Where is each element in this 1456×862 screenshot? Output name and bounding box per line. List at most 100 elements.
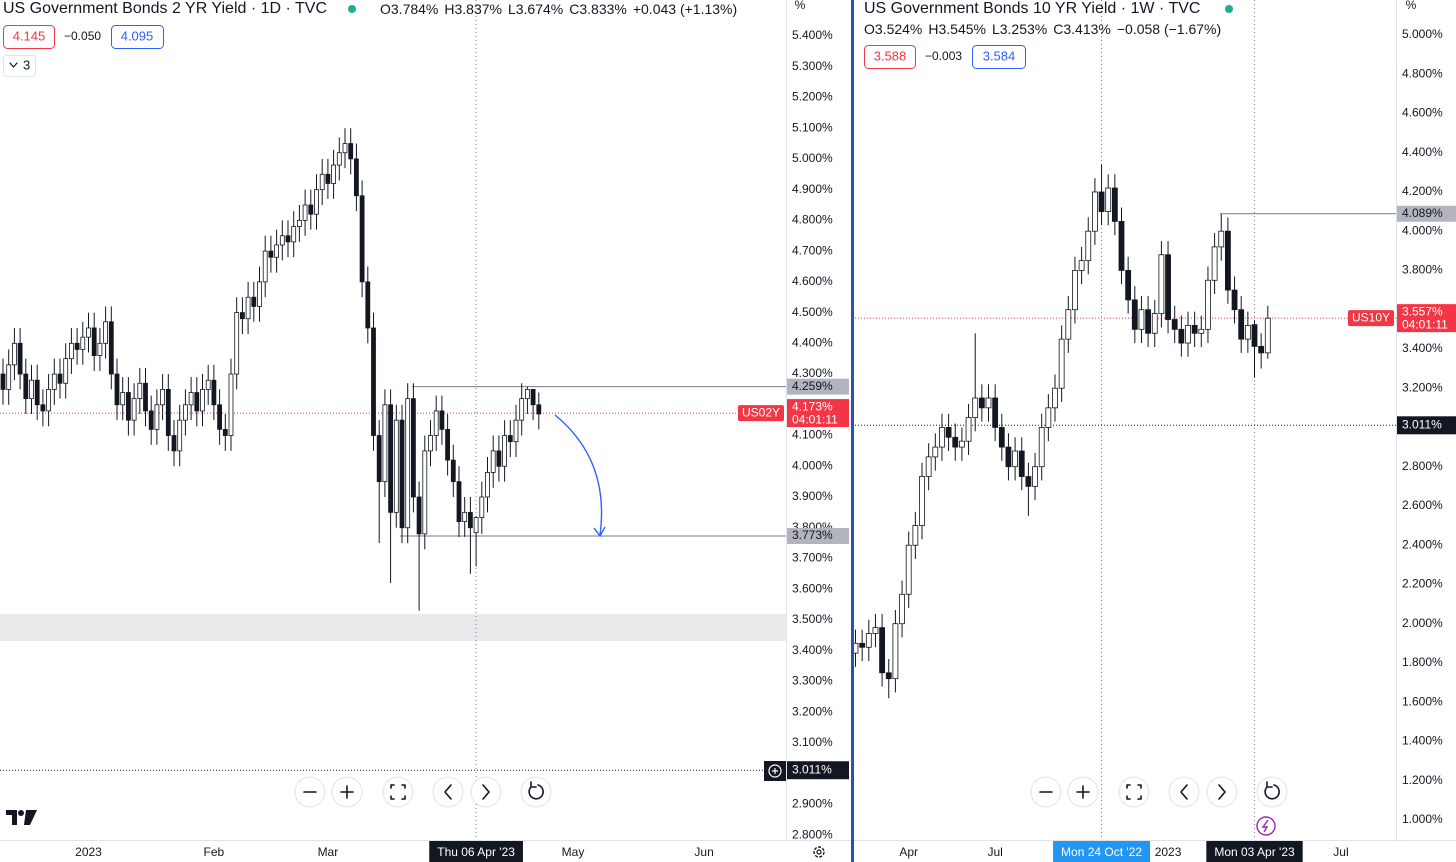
price-line-label: 4.259%	[792, 379, 833, 393]
scroll-right-button[interactable]	[1206, 776, 1238, 808]
candle-body	[114, 373, 120, 406]
candle-body	[1078, 260, 1085, 271]
candle-body	[143, 382, 148, 412]
candle-body	[348, 143, 354, 160]
ohlc-value: L3.674%	[508, 1, 563, 17]
last-price-box	[1397, 304, 1456, 333]
scroll-right-button[interactable]	[470, 776, 502, 808]
candle-body	[57, 373, 63, 384]
add-alert-button[interactable]	[764, 761, 786, 781]
x-tick-label: Thu 06 Apr '23	[437, 845, 515, 859]
candle-body	[11, 342, 17, 366]
crosshair-price-box	[1397, 416, 1456, 435]
lightning-button[interactable]	[1256, 816, 1276, 836]
reset-button[interactable]	[520, 776, 552, 808]
candle-body	[1025, 476, 1032, 487]
y-tick-label: 4.000%	[1402, 223, 1443, 237]
candle-body	[188, 392, 194, 406]
candle-body	[331, 164, 337, 184]
candle-body	[137, 382, 143, 400]
y-tick-label: 1.800%	[1402, 655, 1443, 669]
icon	[1076, 785, 1090, 799]
candle-body	[1012, 450, 1018, 468]
zoom-controls	[1030, 776, 1288, 808]
candle-body	[353, 158, 359, 197]
candle-body	[228, 373, 234, 436]
candle-body	[120, 392, 126, 406]
candle-body	[131, 398, 137, 421]
ask-box[interactable]	[972, 45, 1026, 69]
crosshair-price-label: 3.011%	[792, 762, 832, 776]
y-tick-label: 5.100%	[792, 120, 833, 134]
scroll-left-button[interactable]	[1168, 776, 1200, 808]
candle-body	[892, 623, 899, 680]
candle-body	[439, 410, 445, 430]
candle-body	[885, 672, 892, 680]
candle-body	[205, 379, 211, 390]
fit-button[interactable]	[1118, 776, 1150, 808]
y-tick-label: 2.800%	[792, 827, 833, 841]
y-tick-label: 3.400%	[792, 643, 833, 657]
candle-body	[507, 435, 513, 443]
candle-body	[17, 342, 23, 375]
candle-body	[485, 472, 490, 498]
ask[interactable]: 4.095	[121, 28, 154, 43]
icon	[482, 784, 490, 800]
candle-body	[879, 627, 885, 674]
indicators-count[interactable]: 3	[23, 57, 30, 72]
candle-body	[536, 404, 542, 415]
bid[interactable]: 3.588	[874, 48, 907, 63]
candle-body	[1238, 309, 1245, 340]
candle-body	[872, 627, 879, 634]
candle-body	[108, 321, 114, 375]
candle-body	[365, 281, 371, 329]
candle-body	[376, 435, 382, 483]
y-tick-label: 2.900%	[792, 797, 833, 811]
bid[interactable]: 4.145	[13, 28, 46, 43]
candle-body	[154, 404, 160, 430]
chevron[interactable]	[9, 62, 18, 68]
candle-body	[1145, 309, 1151, 334]
candle-body	[496, 450, 502, 467]
ask[interactable]: 3.584	[983, 48, 1016, 63]
candle-body	[296, 219, 302, 227]
countdown-label: 04:01:11	[792, 412, 838, 426]
ohlc-change: −0.058 (−1.67%)	[1117, 21, 1221, 37]
x-tick-label: Jul	[1333, 845, 1348, 859]
candle-body	[177, 419, 183, 452]
icon	[444, 784, 452, 800]
candle-body	[1185, 325, 1191, 344]
y-tick-label: 3.400%	[1402, 341, 1443, 355]
candle-body	[268, 250, 274, 258]
candle-body	[393, 419, 399, 513]
scroll-left-button[interactable]	[432, 776, 464, 808]
bid-box[interactable]	[864, 45, 916, 69]
icon	[1126, 784, 1142, 800]
candle-body	[171, 435, 177, 452]
y-unit: %	[795, 0, 806, 12]
x-tick-label: Feb	[204, 845, 225, 859]
bid-box[interactable]	[3, 25, 55, 49]
ask-box[interactable]	[111, 25, 164, 49]
candle-body	[1225, 230, 1231, 291]
candle-body	[239, 312, 245, 320]
candle-body	[319, 173, 325, 191]
shaded-band	[0, 614, 786, 641]
reset-button[interactable]	[1256, 776, 1288, 808]
x-tick-label: May	[562, 845, 585, 859]
candle-body	[285, 235, 291, 243]
candle-body	[1251, 324, 1258, 347]
settings-button[interactable]	[813, 846, 825, 858]
symbol-box	[738, 405, 784, 422]
candle-body	[371, 327, 376, 436]
candle-body	[279, 235, 285, 246]
candle-body	[1264, 317, 1271, 354]
candle-body	[513, 419, 519, 443]
icon	[813, 846, 825, 858]
fit-button[interactable]	[382, 776, 414, 808]
candle-body	[1058, 338, 1065, 389]
indicators-toggle[interactable]	[3, 55, 36, 77]
y-tick-label: 4.500%	[792, 305, 833, 319]
ohlc-legend: O3.784% H3.837% L3.674% C3.833% +0.043 (+1.1…	[380, 1, 737, 17]
